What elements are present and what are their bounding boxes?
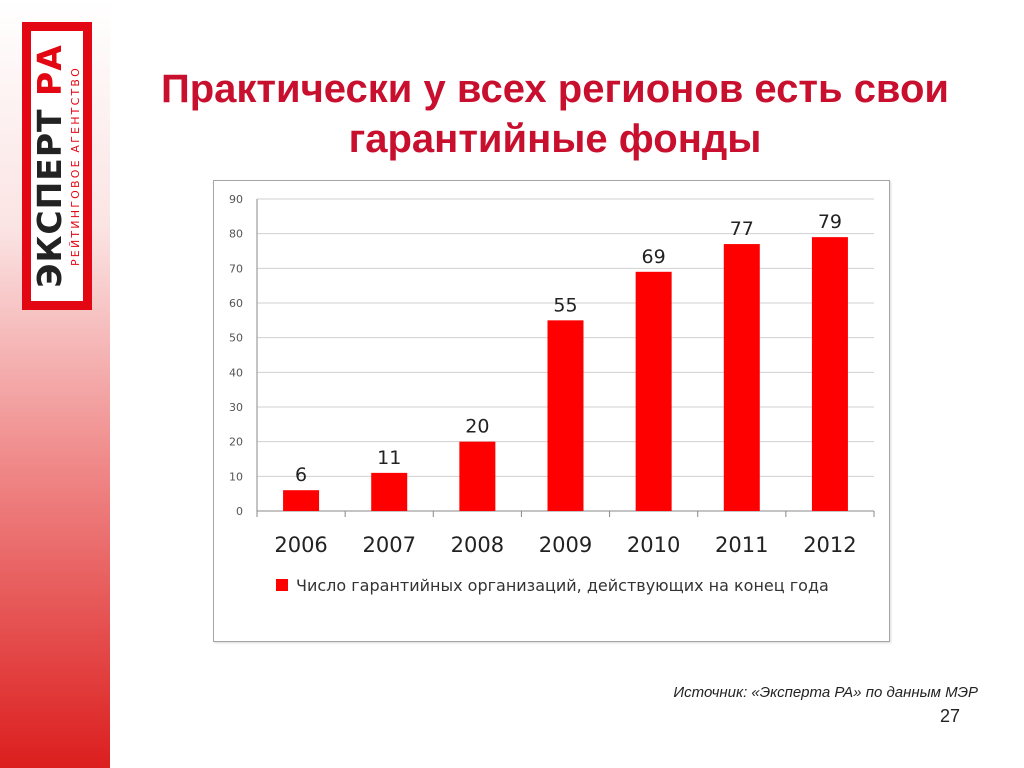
- bar: [283, 490, 320, 511]
- y-tick-label: 50: [229, 332, 243, 345]
- bar: [811, 237, 848, 511]
- bar-chart: 0 10 20 30 40 50 60 70 80 90 6 2006 11 2007 20 2008 55 20…: [229, 193, 875, 557]
- x-tick-label: 2009: [539, 533, 592, 557]
- data-label: 20: [465, 416, 489, 438]
- y-tick-label: 70: [229, 262, 243, 275]
- y-tick-label: 30: [229, 401, 243, 414]
- data-label: 77: [730, 218, 754, 240]
- slide-title: Практически у всех регионов есть свои га…: [160, 67, 950, 161]
- bar: [635, 271, 672, 511]
- x-tick-label: 2008: [451, 533, 504, 557]
- data-label: 79: [818, 211, 842, 233]
- y-tick-label: 90: [229, 193, 243, 206]
- y-tick-label: 20: [229, 436, 243, 449]
- x-tick-label: 2010: [627, 533, 680, 557]
- x-tick-label: 2012: [803, 533, 856, 557]
- y-tick-label: 60: [229, 297, 243, 310]
- legend-swatch: [276, 579, 288, 591]
- bar: [723, 244, 760, 512]
- bar: [459, 441, 496, 511]
- x-tick-label: 2011: [715, 533, 768, 557]
- x-tick-label: 2006: [274, 533, 327, 557]
- y-tick-label: 0: [236, 505, 243, 518]
- chart-legend: Число гарантийных организаций, действующ…: [276, 573, 876, 599]
- data-label: 6: [295, 464, 307, 486]
- logo-sub-text: РЕЙТИНГОВОЕ АГЕНТСТВО: [69, 65, 82, 267]
- page-number: 27: [939, 706, 960, 726]
- data-label: 69: [642, 246, 666, 268]
- data-label: 11: [377, 447, 401, 469]
- logo-main-text: ЭКСПЕРТ: [30, 108, 69, 288]
- data-label: 55: [553, 294, 577, 316]
- bar: [371, 472, 408, 511]
- y-tick-label: 80: [229, 228, 243, 241]
- x-tick-label: 2007: [362, 533, 415, 557]
- source-note: Источник: «Эксперта РА» по данным МЭР: [673, 684, 978, 701]
- bar: [547, 320, 584, 511]
- logo-ra-text: РА: [30, 44, 69, 96]
- y-tick-label: 40: [229, 366, 243, 379]
- logo: ЭКСПЕРТ РА РЕЙТИНГОВОЕ АГЕНТСТВО: [22, 22, 92, 310]
- legend-label: Число гарантийных организаций, действующ…: [296, 576, 829, 595]
- y-tick-label: 10: [229, 470, 243, 483]
- chart-container: 0 10 20 30 40 50 60 70 80 90 6 2006 11 2007 20 2008 55 20…: [213, 180, 890, 642]
